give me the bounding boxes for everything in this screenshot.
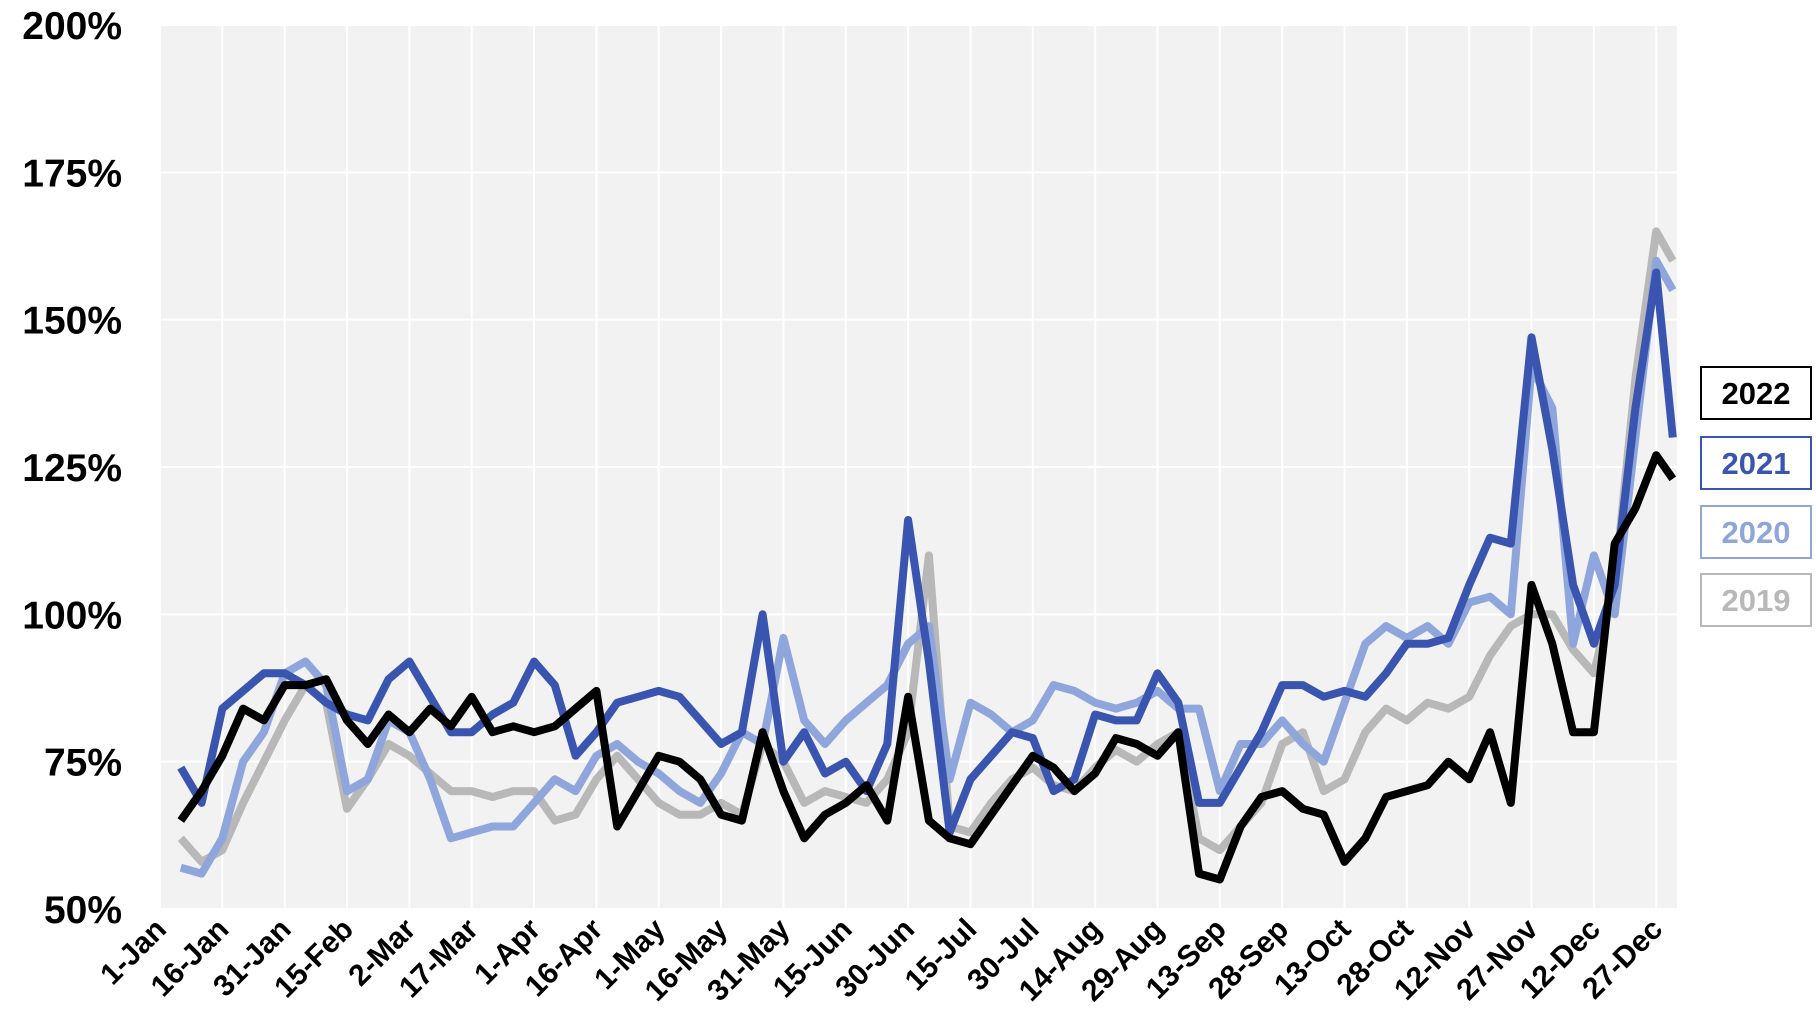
legend-label: 2020 — [1722, 515, 1791, 550]
y-tick-label: 50% — [44, 889, 122, 932]
legend-box — [1700, 505, 1812, 559]
y-tick-label: 75% — [44, 742, 122, 785]
legend-label: 2019 — [1722, 583, 1791, 618]
legend-label: 2022 — [1722, 376, 1791, 411]
series-line — [177, 268, 1677, 837]
legend-box — [1700, 573, 1812, 627]
series-line — [177, 451, 1677, 884]
y-tick-label: 100% — [22, 594, 122, 637]
y-tick-label: 150% — [22, 300, 122, 343]
series-line — [179, 256, 1677, 878]
y-tick-label: 125% — [22, 447, 122, 490]
legend-box — [1700, 436, 1812, 490]
y-tick-label: 175% — [22, 152, 122, 195]
legend-label: 2021 — [1722, 446, 1791, 481]
legend-box — [1700, 366, 1812, 420]
y-tick-label: 200% — [22, 5, 122, 48]
